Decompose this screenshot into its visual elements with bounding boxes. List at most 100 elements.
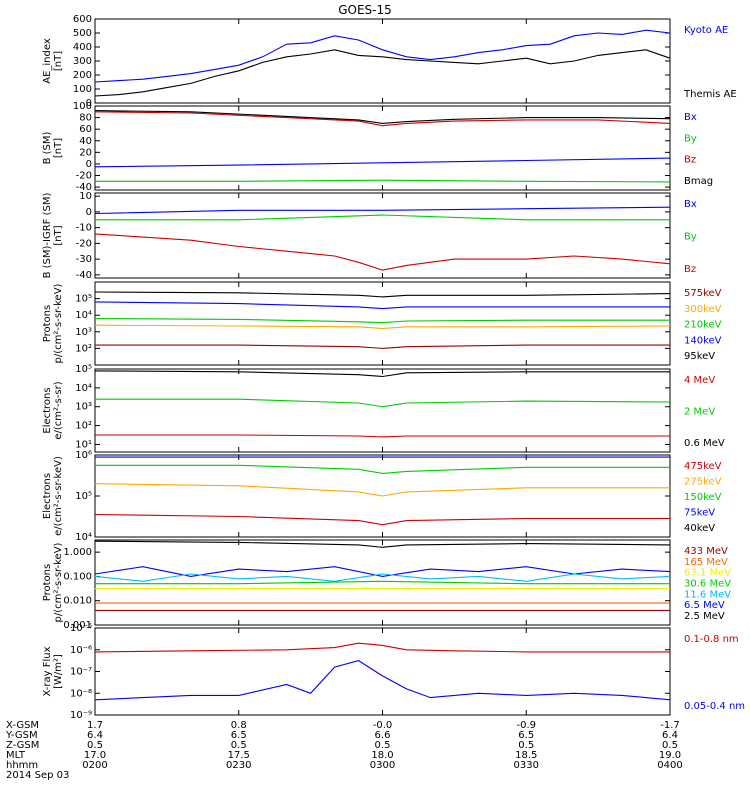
y-tick-label: 10³ xyxy=(75,402,92,413)
y-tick-label: 20 xyxy=(79,147,92,158)
y-axis-label: Protons xyxy=(42,564,53,601)
series-line-150kev xyxy=(95,464,670,474)
legend-label: Bz xyxy=(684,155,696,166)
x-row-value: 6.5 xyxy=(518,730,534,741)
y-tick-label: 10⁻⁶ xyxy=(70,645,92,656)
series-line-575kev xyxy=(95,344,670,349)
x-row-value: 0400 xyxy=(657,760,682,771)
x-row-value: 6.6 xyxy=(375,730,391,741)
y-axis-label: p/(cm²-s-sr-keV) xyxy=(53,542,64,622)
legend-label: 75keV xyxy=(684,508,715,519)
series-line-475kev xyxy=(94,513,670,526)
legend-label: 30.6 MeV xyxy=(684,579,731,590)
y-tick-label: 10⁴ xyxy=(75,383,92,394)
x-row-label: hhmm xyxy=(6,760,38,771)
panel-bsmigrf: -40 -30 -20 -10 0 10 B (SM)-IGRF (SM) [nT] Bx By B… xyxy=(42,191,697,281)
y-tick-label: 40 xyxy=(79,136,92,147)
y-tick-label: 0 xyxy=(86,159,92,170)
y-tick-label: 10⁵ xyxy=(75,364,92,375)
series-line-0-6-mev xyxy=(94,370,670,378)
x-row-value: -0.0 xyxy=(373,720,393,731)
y-tick-label: 10 xyxy=(79,191,92,202)
legend-label: 4 MeV xyxy=(684,375,715,386)
y-tick-label: -30 xyxy=(76,254,92,265)
y-tick-label: 10⁶ xyxy=(75,450,92,461)
legend-label: 300keV xyxy=(684,304,722,315)
legend-label: Kyoto AE xyxy=(684,25,728,36)
panel-xray: 10⁻⁹ 10⁻⁸ 10⁻⁷ 10⁻⁶ 10⁻⁵ X-ray Flux [W/m²] 0.1-… xyxy=(42,623,745,721)
series-line-bz xyxy=(94,233,671,271)
y-axis-label: e/(cm²-s-sr-keV) xyxy=(53,456,64,536)
legend-label: By xyxy=(684,232,697,243)
y-tick-label: 10⁻⁷ xyxy=(70,667,92,678)
legend-label: 0.6 MeV xyxy=(684,438,725,449)
date-label: 2014 Sep 03 xyxy=(6,770,69,781)
y-axis-label: Protons xyxy=(42,305,53,342)
x-row-value: 0200 xyxy=(82,760,107,771)
y-tick-label: 500 xyxy=(73,28,92,39)
panel-frame xyxy=(94,627,671,716)
series-line-by xyxy=(95,214,670,221)
panel-protons_mev: 0.001 0.010 0.100 1.000 Protons p/(cm²-s-sr-k… xyxy=(42,539,731,631)
x-row-value: 6.4 xyxy=(662,730,678,741)
y-tick-label: 100 xyxy=(73,101,92,112)
y-axis-label: X-ray Flux xyxy=(42,646,53,696)
legend-label: Bmag xyxy=(684,176,713,187)
y-axis-label: [nT] xyxy=(53,138,64,158)
legend-label: Bz xyxy=(684,264,696,275)
y-tick-label: 0 xyxy=(86,98,92,109)
y-tick-label: 100 xyxy=(73,84,92,95)
x-row-value: 0300 xyxy=(370,760,395,771)
series-line-275kev xyxy=(94,483,670,497)
y-tick-label: -40 xyxy=(76,270,92,281)
chart-title: GOES-15 xyxy=(338,3,392,17)
legend-label: 95keV xyxy=(684,351,715,362)
x-row-value: 18.0 xyxy=(371,750,393,761)
y-tick-label: 200 xyxy=(73,70,92,81)
y-tick-label: -20 xyxy=(76,238,92,249)
panel-frame xyxy=(94,539,671,626)
legend-label: 2.5 MeV xyxy=(684,611,725,622)
x-row-value: 0330 xyxy=(514,760,539,771)
series-line-2-5-mev xyxy=(94,540,671,548)
y-tick-label: 0 xyxy=(86,207,92,218)
y-tick-label: 10⁵ xyxy=(75,491,92,502)
x-row-value: 6.4 xyxy=(87,730,103,741)
legend-label: 40keV xyxy=(684,523,715,534)
legend-label: 6.5 MeV xyxy=(684,600,725,611)
panel-frame xyxy=(94,368,671,453)
x-row-value: -0.9 xyxy=(516,720,536,731)
y-tick-label: 0.100 xyxy=(63,571,92,582)
y-axis-label: B (SM)-IGRF (SM) xyxy=(42,193,53,279)
series-line-themis-ae xyxy=(94,49,671,97)
x-row-value: 0.5 xyxy=(662,740,678,751)
y-tick-label: 10⁻⁹ xyxy=(70,710,92,721)
y-tick-label: 80 xyxy=(79,113,92,124)
legend-label: 433 MeV xyxy=(684,546,728,557)
panel-electrons_kev: 10⁴ 10⁵ 10⁶ Electrons e/(cm²-s-sr-keV) 475keV… xyxy=(42,450,722,543)
y-axis-label: e/(cm²-s-sr) xyxy=(53,381,64,439)
y-tick-label: -40 xyxy=(76,182,92,193)
y-tick-label: 10¹ xyxy=(75,439,92,450)
legend-label: 0.05-0.4 nm xyxy=(684,701,745,712)
y-axis-label: [nT] xyxy=(53,225,64,245)
legend-label: Bx xyxy=(684,199,697,210)
y-tick-label: 300 xyxy=(73,56,92,67)
series-line-kyoto-ae xyxy=(94,29,671,83)
y-axis-label: [W/m²] xyxy=(53,654,64,689)
legend-label: 11.6 MeV xyxy=(684,589,731,600)
x-row-value: 0230 xyxy=(226,760,251,771)
legend-label: 150keV xyxy=(684,492,722,503)
y-tick-label: 10⁴ xyxy=(75,532,92,543)
series-line-11-6-mev xyxy=(94,573,671,582)
x-row-value: 1.7 xyxy=(87,720,103,731)
y-tick-label: 10² xyxy=(75,343,92,354)
x-row-value: 0.8 xyxy=(231,720,247,731)
legend-label: Themis AE xyxy=(683,89,737,100)
panel-protons: 10² 10³ 10⁴ 10⁵ Protons p/(cm²-s-sr-keV) 575ke… xyxy=(42,281,722,366)
x-row-value: 0.5 xyxy=(87,740,103,751)
series-line-bx xyxy=(94,206,671,215)
